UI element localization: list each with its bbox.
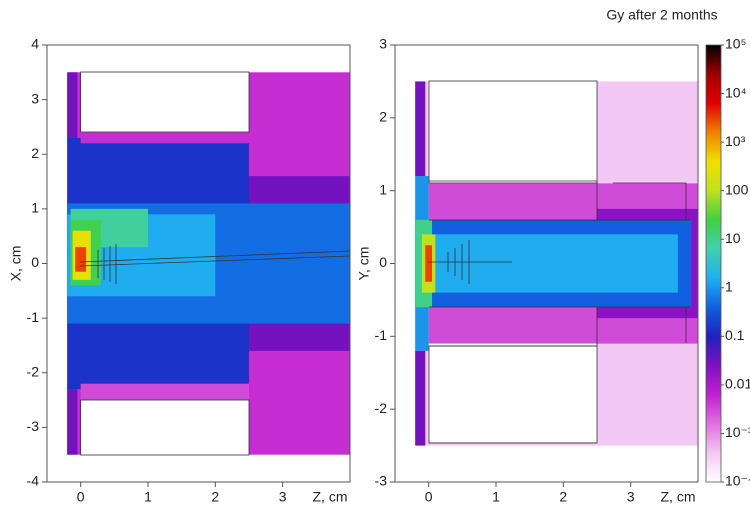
y-tick-label: 4 (31, 36, 39, 52)
y-axis-label: X, cm (8, 246, 24, 282)
x-tick-label: 2 (559, 489, 567, 505)
dose-cell (75, 247, 87, 272)
colorbar-tick-label: 10³ (725, 133, 746, 149)
dose-cell (80, 383, 250, 401)
y-tick-label: -3 (375, 473, 388, 489)
y-tick-label: -2 (375, 400, 388, 416)
colorbar-tick-label: 0.01 (725, 376, 750, 392)
dose-cell (80, 132, 250, 144)
x-tick-label: 3 (279, 489, 287, 505)
dose-cell (428, 343, 597, 442)
needle (79, 244, 351, 284)
y-tick-label: 3 (31, 90, 39, 106)
colorbar-tick-label: 0.1 (725, 327, 745, 343)
y-tick-label: -1 (27, 309, 40, 325)
y-tick-label: 1 (31, 200, 39, 216)
x-tick-label: 2 (211, 489, 219, 505)
x-tick-label: 0 (425, 489, 433, 505)
dose-cell (415, 81, 426, 177)
y-tick-label: -2 (27, 363, 40, 379)
dose-cell (67, 389, 78, 455)
y-tick-label: 2 (379, 109, 387, 125)
colorbar-tick-label: 10⁴ (725, 84, 747, 100)
y-axis-label: Y, cm (356, 247, 372, 281)
colorbar-tick-label: 10⁻³ (725, 424, 750, 440)
block-outline (80, 71, 250, 133)
y-tick-label: 2 (31, 145, 39, 161)
y-tick-label: 3 (379, 36, 387, 52)
colorbar-tick-label: 10⁵ (725, 36, 746, 52)
x-axis-label: Z, cm (313, 489, 348, 505)
y-tick-label: -4 (27, 473, 40, 489)
x-tick-label: 3 (627, 489, 635, 505)
y-tick-label: 0 (31, 254, 39, 270)
x-axis-label: Z, cm (661, 489, 696, 505)
y-tick-label: -1 (375, 327, 388, 343)
y-tick-label: 1 (379, 181, 387, 197)
x-tick-label: 0 (77, 489, 85, 505)
dose-cell (425, 245, 433, 282)
dose-cell (415, 350, 426, 446)
colorbar-title: Gy after 2 months (606, 7, 717, 23)
colorbar-tick-label: 1 (725, 278, 733, 294)
needle (428, 180, 690, 347)
y-tick-label: 0 (379, 254, 387, 270)
x-tick-label: 1 (492, 489, 500, 505)
colorbar-tick-label: 10 (725, 230, 741, 246)
dose-cell (428, 81, 597, 184)
block-outline (80, 399, 250, 456)
dose-cell (80, 400, 250, 455)
dose-cell (435, 234, 678, 293)
dose-cell (67, 72, 78, 138)
x-tick-label: 1 (144, 489, 152, 505)
colorbar-tick-label: 10⁻⁴ (725, 473, 750, 489)
colorbar (705, 44, 722, 483)
dose-cell (80, 72, 250, 133)
y-tick-label: -3 (27, 418, 40, 434)
colorbar-tick-label: 100 (725, 181, 749, 197)
block-outline (428, 80, 598, 184)
